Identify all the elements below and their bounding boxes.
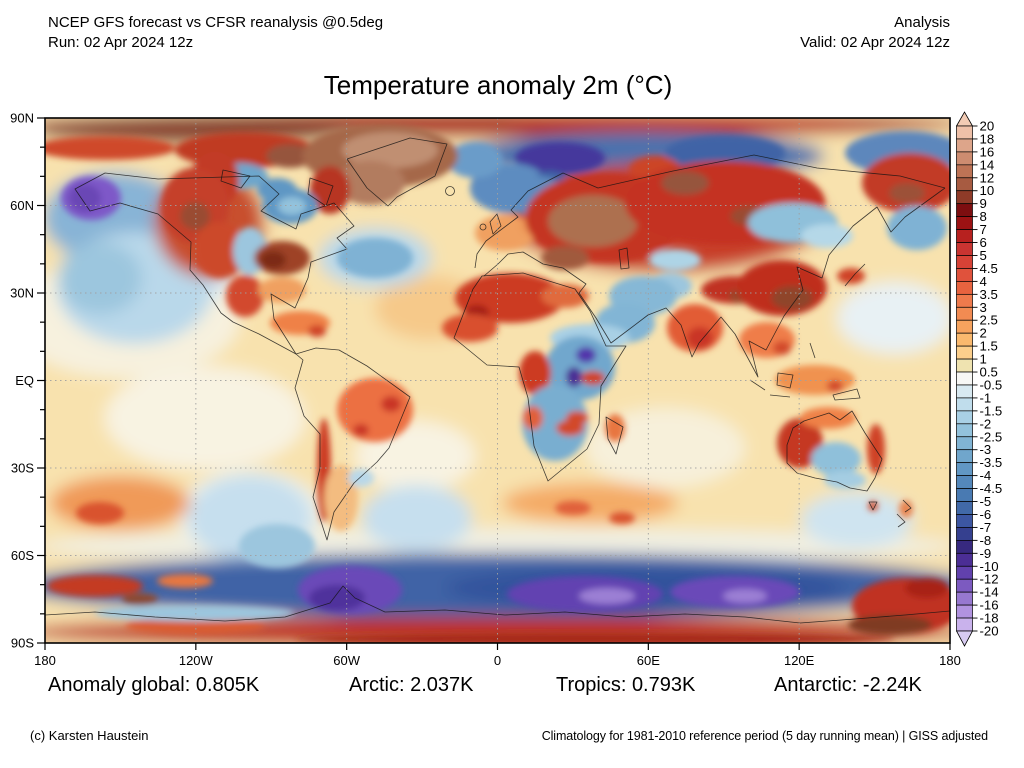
copyright: (c) Karsten Haustein — [30, 728, 149, 743]
header-left: NCEP GFS forecast vs CFSR reanalysis @0.… — [48, 13, 383, 53]
svg-text:-20: -20 — [980, 624, 999, 639]
svg-text:90S: 90S — [11, 636, 34, 651]
svg-text:60E: 60E — [637, 653, 660, 668]
stat-antarctic: Antarctic: -2.24K — [774, 674, 922, 697]
world-anomaly-map: 90N60N30NEQ30S60S90S180120W60W060E120E18… — [0, 104, 1000, 676]
svg-text:60S: 60S — [11, 548, 34, 563]
svg-text:180: 180 — [34, 653, 56, 668]
svg-text:180: 180 — [939, 653, 961, 668]
valid-info: Valid: 02 Apr 2024 12z — [800, 33, 950, 53]
svg-text:30S: 30S — [11, 461, 34, 476]
svg-text:90N: 90N — [10, 111, 34, 126]
svg-text:0: 0 — [494, 653, 501, 668]
page-title: Temperature anomaly 2m (°C) — [0, 70, 996, 101]
header-right: Analysis Valid: 02 Apr 2024 12z — [800, 13, 950, 53]
weather-anomaly-page: NCEP GFS forecast vs CFSR reanalysis @0.… — [0, 0, 1024, 768]
model-info: NCEP GFS forecast vs CFSR reanalysis @0.… — [48, 13, 383, 33]
svg-text:120E: 120E — [784, 653, 815, 668]
svg-text:EQ: EQ — [15, 373, 34, 388]
stat-anomaly-global: Anomaly global: 0.805K — [48, 674, 259, 697]
analysis-label: Analysis — [800, 13, 950, 33]
climatology-note: Climatology for 1981-2010 reference peri… — [542, 729, 988, 743]
stat-arctic: Arctic: 2.037K — [349, 674, 474, 697]
run-info: Run: 02 Apr 2024 12z — [48, 33, 383, 53]
svg-text:60N: 60N — [10, 198, 34, 213]
svg-text:60W: 60W — [333, 653, 360, 668]
svg-text:120W: 120W — [179, 653, 214, 668]
stat-tropics: Tropics: 0.793K — [556, 674, 695, 697]
colorbar: 201816141210987654.543.532.521.510.5-0.5… — [956, 110, 1024, 655]
svg-text:30N: 30N — [10, 286, 34, 301]
anomaly-field — [10, 104, 977, 668]
